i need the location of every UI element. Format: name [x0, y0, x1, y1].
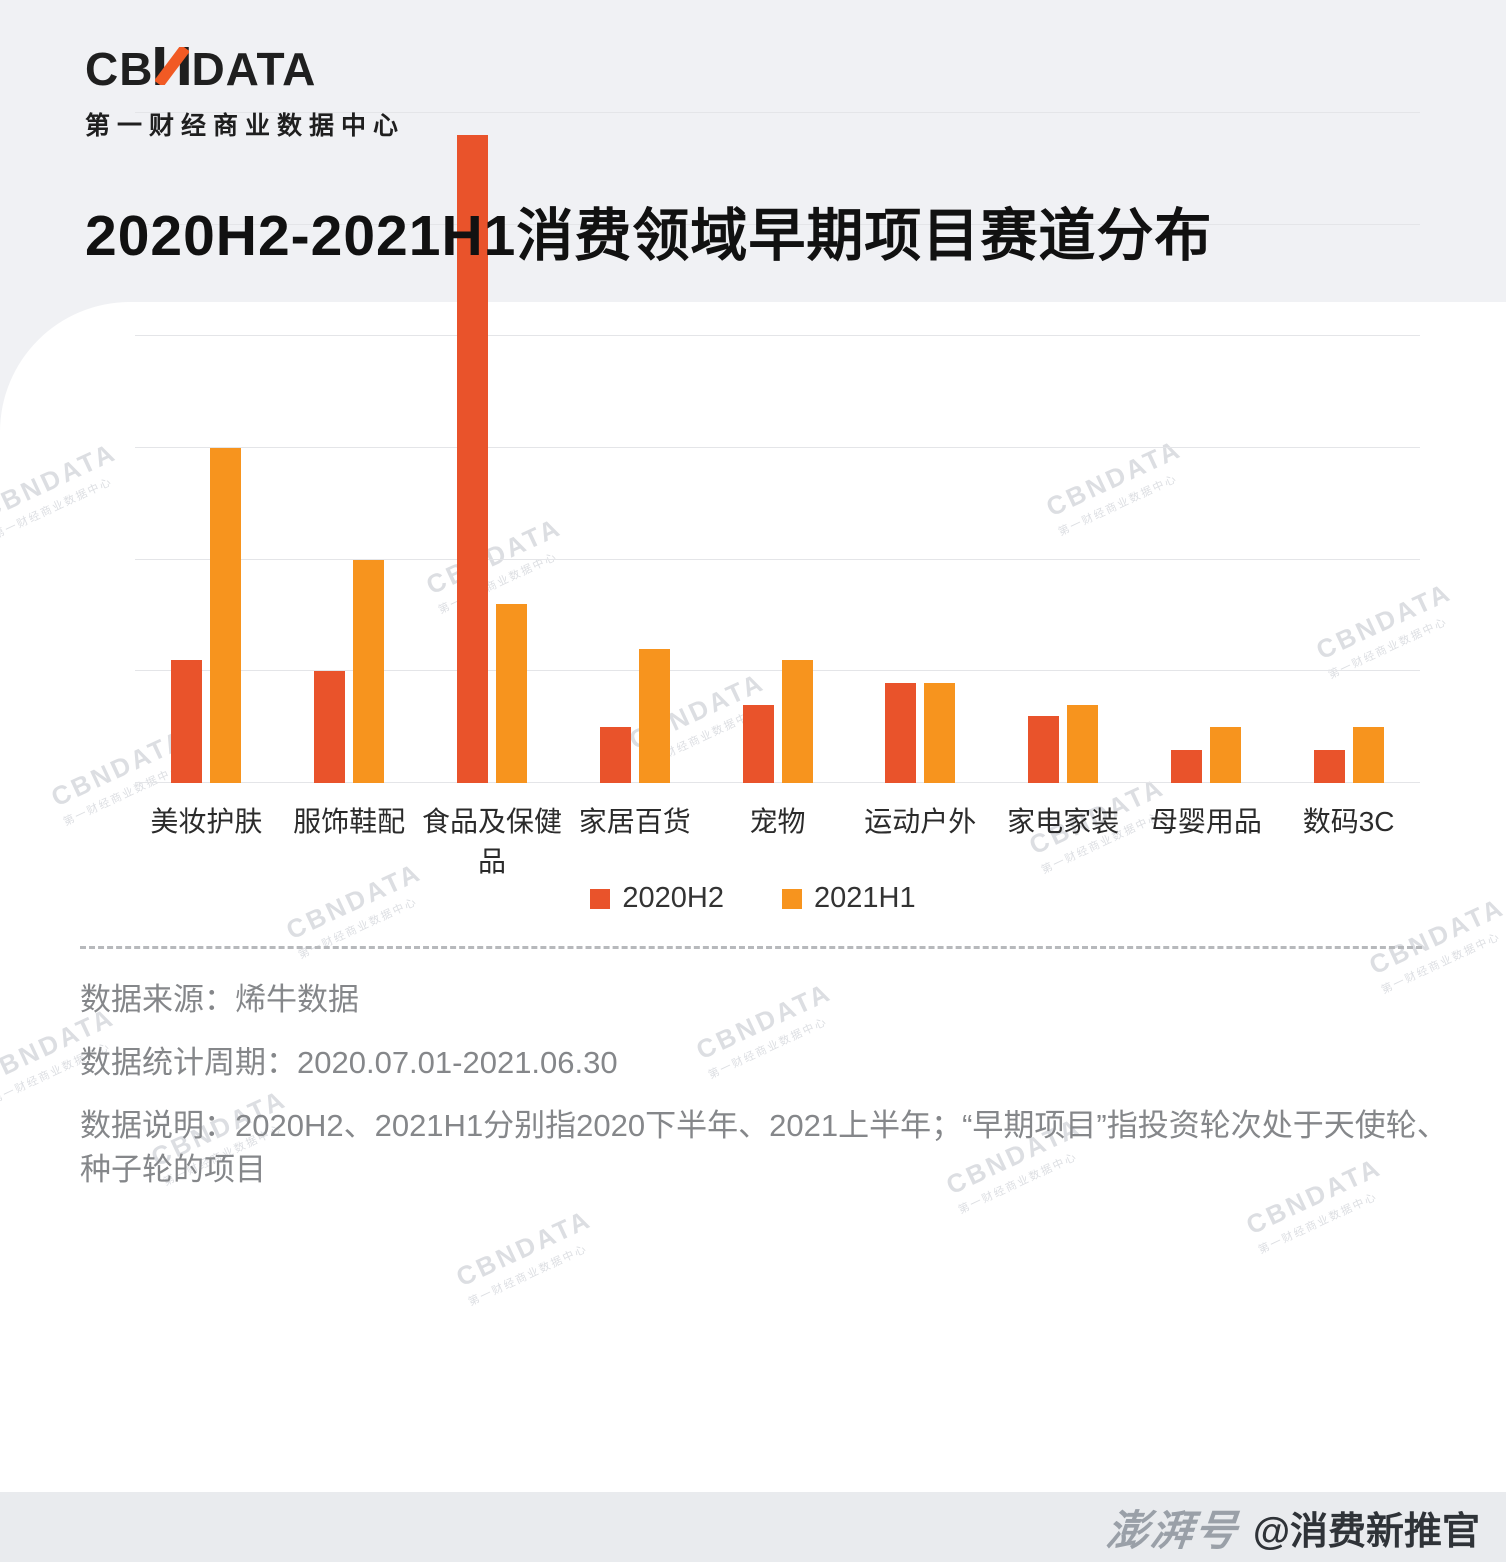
bar-groups [135, 113, 1420, 783]
gridline [135, 335, 1420, 337]
bar-2020H2-食品及保健品 [456, 135, 488, 783]
bar-group-食品及保健品 [421, 113, 564, 783]
legend-label-2020H2: 2020H2 [622, 882, 724, 914]
page-title: 2020H2-2021H1消费领域早期项目赛道分布 [85, 204, 1213, 268]
logo-text-cb: CB [85, 43, 154, 95]
category-label-服饰鞋配: 服饰鞋配 [293, 806, 406, 837]
data-period-note: 数据统计周期：2020.07.01-2021.06.30 [80, 1045, 618, 1081]
logo-n-glyph [154, 42, 191, 96]
category-label-宠物: 宠物 [749, 806, 806, 837]
bar-group-服饰鞋配 [278, 113, 421, 783]
bar-2021H1-服饰鞋配 [353, 559, 385, 783]
cbndata-logo: CB DATA [85, 42, 405, 96]
category-label-美妆护肤: 美妆护肤 [150, 806, 263, 837]
data-source-note: 数据来源：烯牛数据 [80, 982, 359, 1017]
bar-2020H2-家居百货 [599, 727, 631, 783]
gridline [135, 670, 1420, 672]
bar-2020H2-家电家装 [1028, 716, 1060, 783]
bar-group-运动户外 [849, 113, 992, 783]
bar-2021H1-家电家装 [1067, 704, 1099, 783]
dashed-divider [80, 946, 1422, 949]
plot-area [135, 112, 1420, 783]
gridline [135, 782, 1420, 783]
bar-group-数码3C [1277, 113, 1420, 783]
logo-text-data: DATA [191, 43, 317, 95]
chart-legend: 2020H2 2021H1 [0, 882, 1506, 915]
account-watermark: @消费新推官 [1252, 1510, 1480, 1553]
pengpai-logo: 澎湃号 [1104, 1506, 1242, 1554]
category-label-数码3C: 数码3C [1302, 806, 1395, 837]
bar-group-家居百货 [563, 113, 706, 783]
category-label-家居百货: 家居百货 [578, 806, 691, 837]
bar-2020H2-宠物 [742, 704, 774, 783]
bar-2021H1-家居百货 [638, 649, 670, 783]
header: CB DATA 第一财经商业数据中心 [85, 42, 405, 142]
category-label-运动户外: 运动户外 [864, 806, 977, 837]
legend-swatch-2021H1 [782, 888, 802, 909]
x-axis-labels: 美妆护肤 服饰鞋配 食品及保健品 家居百货 宠物 运动户外 家电家装 母婴用品 数码3C [135, 800, 1420, 880]
gridline [135, 223, 1420, 225]
bar-2021H1-母婴用品 [1209, 727, 1241, 783]
chart-card [0, 302, 1506, 1492]
legend-item-2021H1: 2021H1 [782, 882, 916, 915]
bar-2021H1-美妆护肤 [210, 448, 242, 783]
category-label-家电家装: 家电家装 [1007, 806, 1120, 837]
bar-2020H2-母婴用品 [1170, 749, 1202, 783]
data-description-note: 数据说明：2020H2、2021H1分别指2020下半年、2021上半年；“早期… [80, 1108, 1448, 1188]
bar-2021H1-食品及保健品 [495, 604, 527, 783]
bar-2021H1-宠物 [781, 660, 813, 783]
legend-swatch-2020H2 [590, 888, 611, 909]
gridline [135, 447, 1420, 448]
bar-group-美妆护肤 [135, 113, 278, 783]
bar-2020H2-运动户外 [885, 682, 917, 783]
category-label-母婴用品: 母婴用品 [1149, 806, 1262, 837]
category-label-食品及保健品: 食品及保健品 [421, 806, 562, 877]
bar-2021H1-数码3C [1352, 727, 1384, 783]
bar-2020H2-服饰鞋配 [314, 671, 346, 783]
bar-2020H2-美妆护肤 [171, 660, 203, 783]
footnotes: 数据来源：烯牛数据 数据统计周期：2020.07.01-2021.06.30 数… [80, 978, 1450, 1211]
bar-2020H2-数码3C [1313, 749, 1345, 783]
gridline [135, 558, 1420, 560]
bar-2021H1-运动户外 [924, 682, 956, 783]
bottom-strip: 澎湃号 @消费新推官 [0, 1492, 1506, 1562]
bar-group-母婴用品 [1134, 113, 1277, 783]
gridline [135, 112, 1420, 113]
legend-label-2021H1: 2021H1 [814, 882, 916, 914]
legend-item-2020H2: 2020H2 [590, 882, 724, 915]
logo-subtitle: 第一财经商业数据中心 [85, 112, 406, 140]
bar-group-家电家装 [992, 113, 1135, 783]
bar-group-宠物 [706, 113, 849, 783]
